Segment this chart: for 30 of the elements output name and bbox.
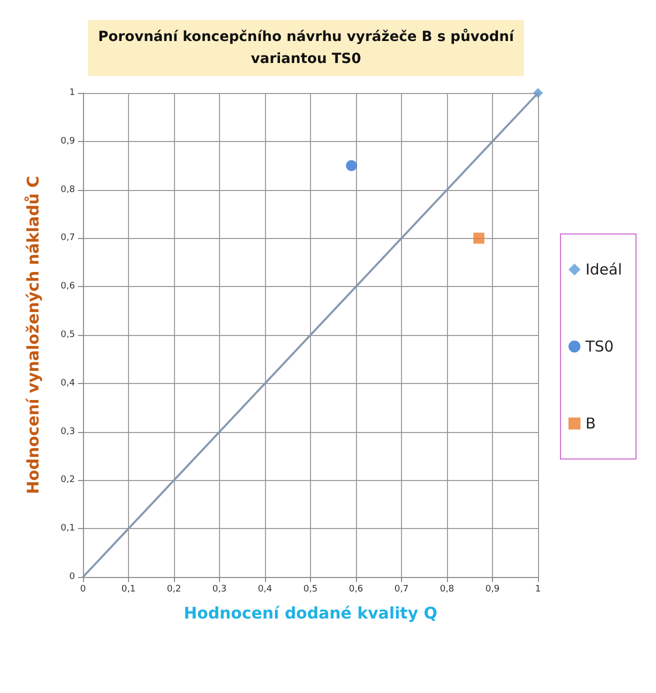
chart-title: Porovnání koncepčního návrhu vyrážeče B s původní variantou TS0: [98, 28, 516, 67]
x-tick-label: 0,1: [121, 584, 136, 594]
point: [473, 232, 484, 244]
y-tick-label: 1: [69, 88, 75, 98]
x-tick-label: 1: [535, 584, 541, 594]
legend-label: Ideál: [585, 260, 622, 278]
y-tick-label: 0,4: [60, 378, 76, 388]
x-tick-label: 0,3: [212, 584, 227, 594]
x-tick-label: 0,8: [440, 584, 454, 594]
y-tick-label: 0,7: [60, 233, 75, 244]
y-tick-label: 0,2: [60, 475, 75, 486]
point: [346, 160, 357, 172]
y-tick-label: 0,8: [60, 184, 76, 195]
x-tick-label: 0: [80, 584, 86, 594]
x-tick-label: 0,4: [258, 584, 272, 594]
x-tick-label: 0,9: [485, 584, 500, 594]
legend-label: B: [585, 414, 596, 432]
legend-label: TS0: [584, 338, 614, 356]
x-tick-label: 0,5: [303, 584, 318, 594]
y-axis-title: Hodnocení vynaložených nákladů C: [24, 176, 42, 494]
y-tick-label: 0,1: [60, 524, 75, 534]
y-tick-label: 0,9: [60, 136, 76, 146]
x-axis-title: Hodnocení dodané kvality Q: [184, 604, 438, 622]
y-tick-label: 0,3: [60, 426, 75, 437]
x-tick-label: 0,2: [166, 584, 182, 594]
x-tick-label: 0,6: [348, 584, 364, 594]
y-tick-label: 0,6: [60, 282, 76, 292]
y-tick-label: 0: [69, 572, 76, 582]
x-tick-label: 0,7: [394, 584, 409, 594]
y-tick-label: 0,5: [60, 330, 75, 340]
